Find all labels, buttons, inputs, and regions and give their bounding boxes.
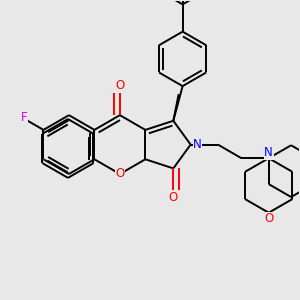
Text: O: O [264, 212, 273, 225]
Text: O: O [115, 167, 124, 181]
Text: N: N [193, 138, 202, 151]
Text: O: O [115, 79, 124, 92]
Text: N: N [264, 146, 273, 159]
Text: F: F [21, 111, 28, 124]
Text: O: O [169, 191, 178, 204]
